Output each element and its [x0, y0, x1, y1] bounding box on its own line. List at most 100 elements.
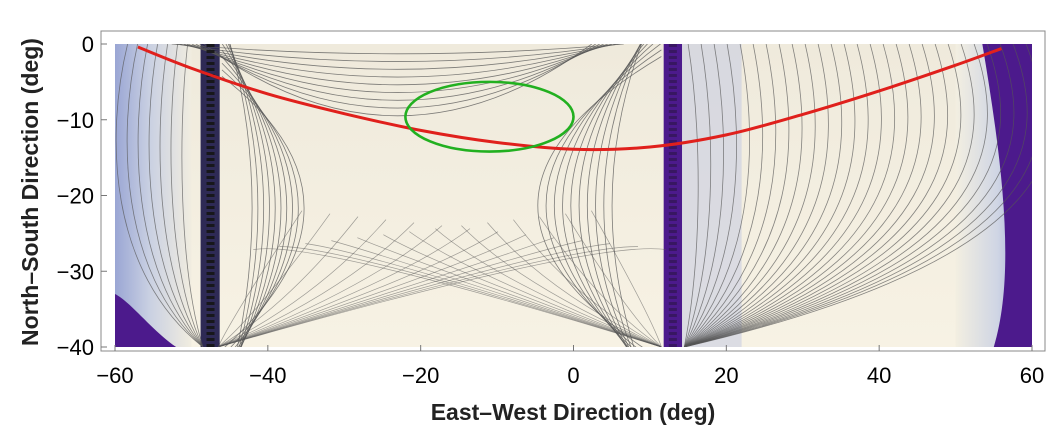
- singular-column: [206, 44, 215, 347]
- singular-dash: [668, 104, 677, 107]
- contour-line: [218, 237, 555, 347]
- singular-dash: [206, 236, 215, 239]
- singular-dash: [206, 110, 215, 113]
- contour-line: [595, 44, 641, 347]
- singular-dash: [668, 218, 677, 221]
- singular-dash: [206, 308, 215, 311]
- singular-dash: [668, 224, 677, 227]
- contour-line: [183, 44, 612, 78]
- singular-dash: [206, 212, 215, 215]
- contour-line: [461, 225, 662, 347]
- singular-dash: [668, 140, 677, 143]
- contour-line: [195, 44, 600, 101]
- singular-dash: [668, 338, 677, 341]
- contour-line: [684, 44, 882, 347]
- singular-dash: [206, 44, 215, 47]
- singular-dash: [206, 56, 215, 59]
- contour-line: [218, 225, 443, 347]
- contour-line: [684, 44, 922, 347]
- singular-dash: [668, 200, 677, 203]
- contour-line: [684, 44, 803, 347]
- contour-line: [409, 231, 662, 347]
- singular-dash: [668, 170, 677, 173]
- singular-dash: [668, 44, 677, 47]
- contour-line: [175, 44, 620, 62]
- singular-dash: [206, 92, 215, 95]
- singular-dash: [668, 68, 677, 71]
- singular-dash: [668, 176, 677, 179]
- singular-dash: [668, 302, 677, 305]
- singular-dash: [668, 110, 677, 113]
- singular-dash: [668, 206, 677, 209]
- green-ellipse: [404, 80, 575, 153]
- singular-dash: [668, 344, 677, 347]
- contour-line: [684, 44, 975, 347]
- field-band-right-of-singular: [680, 44, 742, 347]
- singular-dash: [668, 152, 677, 155]
- contour-line: [187, 44, 608, 86]
- singular-dash: [668, 92, 677, 95]
- contour-line: [218, 222, 415, 347]
- contour-line: [586, 44, 643, 347]
- singular-dash: [206, 80, 215, 83]
- contour-line: [683, 44, 750, 347]
- dark-region-lower-left: [115, 293, 177, 347]
- contour-line: [170, 44, 204, 347]
- plot-area: [115, 44, 1032, 347]
- singular-dash: [206, 206, 215, 209]
- contour-line: [227, 44, 265, 347]
- singular-dash: [668, 80, 677, 83]
- singular-dash: [206, 296, 215, 299]
- singular-dash: [206, 242, 215, 245]
- contour-line: [199, 44, 596, 109]
- singular-dash: [206, 332, 215, 335]
- singular-dash: [668, 332, 677, 335]
- singular-dash: [668, 116, 677, 119]
- singular-dash: [206, 194, 215, 197]
- contour-line: [539, 216, 662, 347]
- contour-line: [217, 216, 359, 347]
- singular-dash: [206, 152, 215, 155]
- singular-dash: [206, 254, 215, 257]
- singular-dash: [668, 266, 677, 269]
- singular-dash: [668, 98, 677, 101]
- contour-lines: [115, 44, 1032, 347]
- contour-line: [217, 210, 303, 347]
- singular-dash: [206, 182, 215, 185]
- singular-dash: [668, 290, 677, 293]
- contour-line: [684, 44, 764, 347]
- contour-line: [684, 44, 935, 347]
- singular-dash: [668, 194, 677, 197]
- contour-line: [683, 44, 737, 347]
- contour-line: [684, 44, 1015, 347]
- singular-dash: [206, 326, 215, 329]
- singular-dash: [206, 248, 215, 251]
- singular-dash: [668, 188, 677, 191]
- singular-dash: [206, 128, 215, 131]
- singular-dash: [668, 236, 677, 239]
- contour-line: [217, 213, 331, 347]
- contour-line: [683, 44, 699, 347]
- contour-line: [684, 180, 1032, 347]
- singular-dash: [668, 74, 677, 77]
- singular-dash: [668, 242, 677, 245]
- x-tick-label: −20: [402, 363, 439, 388]
- singular-bands: [206, 44, 677, 347]
- contour-line: [203, 44, 592, 117]
- singular-dash: [668, 128, 677, 131]
- singular-dash: [668, 164, 677, 167]
- x-axis-title: East–West Direction (deg): [431, 399, 716, 425]
- x-tick-label: −40: [249, 363, 286, 388]
- contour-line: [684, 44, 948, 347]
- singular-dash: [206, 284, 215, 287]
- singular-dash: [206, 104, 215, 107]
- contour-line: [218, 248, 667, 347]
- contour-line: [683, 44, 712, 347]
- singular-dash: [668, 296, 677, 299]
- singular-dash: [668, 278, 677, 281]
- contour-line: [115, 44, 204, 347]
- x-tick-label: 20: [714, 363, 738, 388]
- contour-line: [218, 234, 527, 347]
- singular-dash: [668, 182, 677, 185]
- contour-line: [570, 44, 649, 347]
